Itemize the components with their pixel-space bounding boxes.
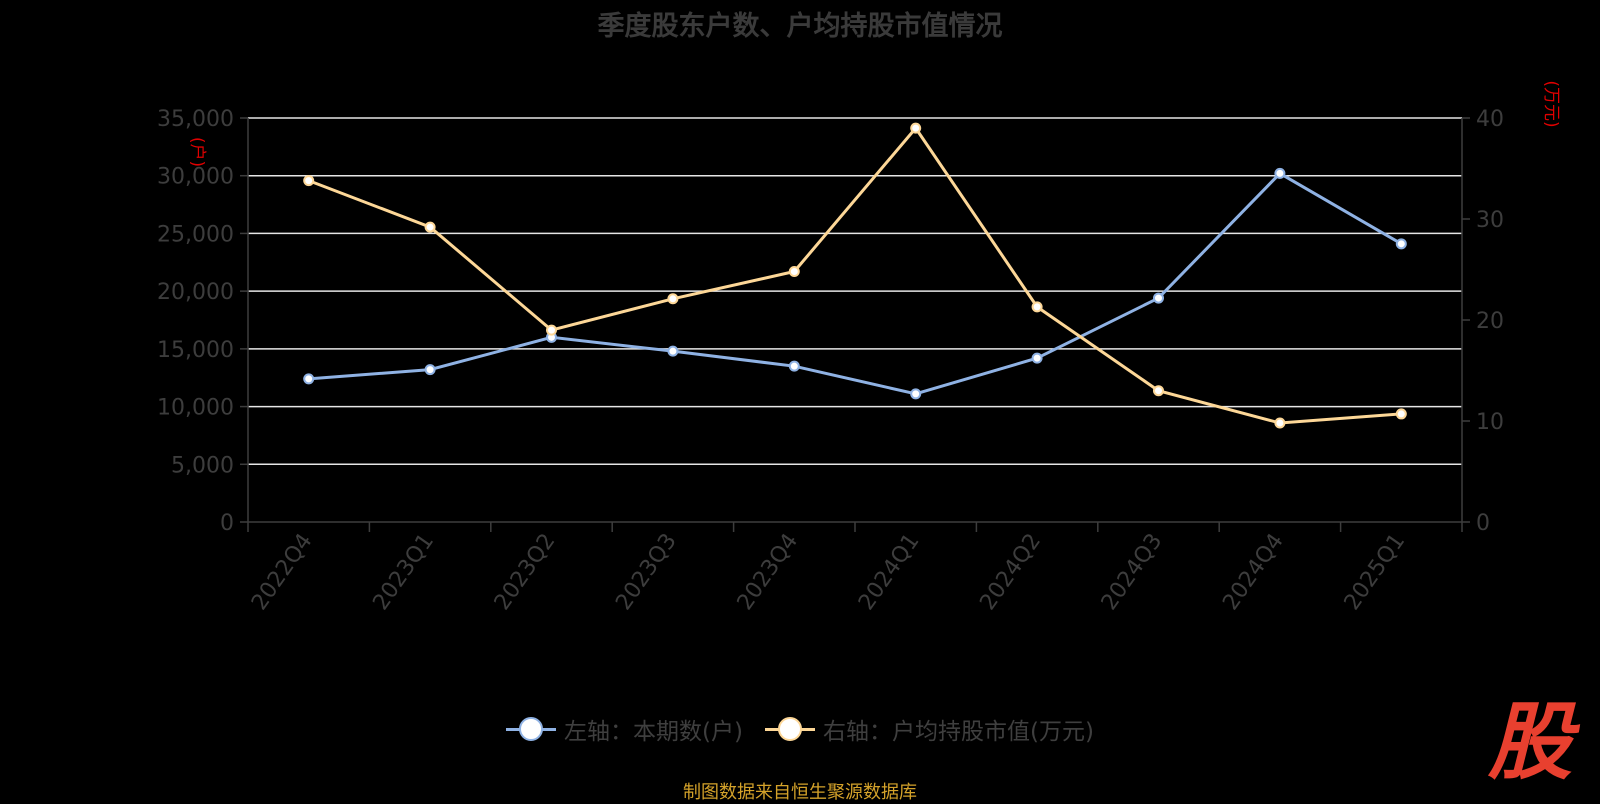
x-axis-tick-label: 2024Q2 xyxy=(975,529,1046,615)
data-point-right xyxy=(788,266,800,278)
x-axis-tick-label: 2022Q4 xyxy=(247,529,318,615)
data-point-left xyxy=(1274,167,1286,179)
data-point-left xyxy=(1153,292,1164,304)
data-point-left xyxy=(667,345,679,357)
data-point-left xyxy=(1031,352,1043,364)
left-axis-tick-label: 0 xyxy=(220,511,234,536)
left-axis-tick-label: 25,000 xyxy=(157,222,234,247)
x-axis-tick-label: 2024Q4 xyxy=(1218,529,1289,615)
data-point-right xyxy=(1153,385,1164,397)
legend-item-left[interactable]: 左轴：本期数(户) xyxy=(506,712,743,746)
data-point-right xyxy=(910,122,922,134)
right-axis-tick-label: 20 xyxy=(1476,309,1504,334)
data-point-left xyxy=(1395,238,1407,250)
left-axis-tick-label: 5,000 xyxy=(171,453,234,478)
x-axis-tick-label: 2023Q2 xyxy=(490,529,561,615)
x-axis-tick-label: 2024Q1 xyxy=(854,529,925,615)
left-axis-unit-label: (户) xyxy=(187,137,207,167)
left-axis-tick-label: 35,000 xyxy=(157,107,234,132)
series-line-left xyxy=(308,171,1403,396)
data-point-left xyxy=(424,364,436,376)
chart-title: 季度股东户数、户均持股市值情况 xyxy=(597,11,1003,42)
data-point-right xyxy=(546,324,557,336)
right-axis-tick-label: 0 xyxy=(1476,511,1490,536)
x-axis-tick-label: 2023Q3 xyxy=(611,529,682,615)
legend-label-right: 右轴：户均持股市值(万元) xyxy=(823,719,1094,745)
series-line-right xyxy=(308,125,1402,425)
data-point-right xyxy=(667,293,679,305)
x-axis-tick-label: 2024Q3 xyxy=(1097,529,1168,615)
brand-logo: 股 xyxy=(1488,692,1573,791)
x-axis-tick-label: 2023Q1 xyxy=(368,529,439,615)
legend-swatch-right-icon xyxy=(765,717,815,741)
legend-label-left: 左轴：本期数(户) xyxy=(564,719,743,745)
left-axis-tick-label: 10,000 xyxy=(157,396,234,421)
legend-swatch-left-icon xyxy=(506,717,557,741)
legend-item-right[interactable]: 右轴：户均持股市值(万元) xyxy=(765,712,1094,746)
right-axis-tick-label: 30 xyxy=(1476,208,1504,233)
right-axis-tick-label: 40 xyxy=(1476,107,1504,132)
chart-legend: 左轴：本期数(户) 右轴：户均持股市值(万元) xyxy=(0,712,1600,746)
data-point-left xyxy=(788,360,800,372)
x-axis-tick-label: 2025Q1 xyxy=(1340,529,1411,615)
right-axis-unit-label: (万元) xyxy=(1541,80,1561,127)
x-axis-tick-label: 2023Q4 xyxy=(733,529,804,615)
data-point-right xyxy=(1274,417,1286,429)
left-axis-tick-label: 20,000 xyxy=(157,280,234,305)
data-point-right xyxy=(1395,408,1407,420)
left-axis-tick-label: 30,000 xyxy=(157,165,234,190)
data-point-right xyxy=(303,175,315,187)
right-axis-tick-label: 10 xyxy=(1476,410,1504,435)
left-axis-tick-label: 15,000 xyxy=(157,338,234,363)
data-source-note: 制图数据来自恒生聚源数据库 xyxy=(683,782,917,803)
data-point-left xyxy=(910,388,922,400)
data-point-left xyxy=(303,373,315,385)
data-point-right xyxy=(424,221,436,233)
data-point-right xyxy=(1031,301,1043,313)
